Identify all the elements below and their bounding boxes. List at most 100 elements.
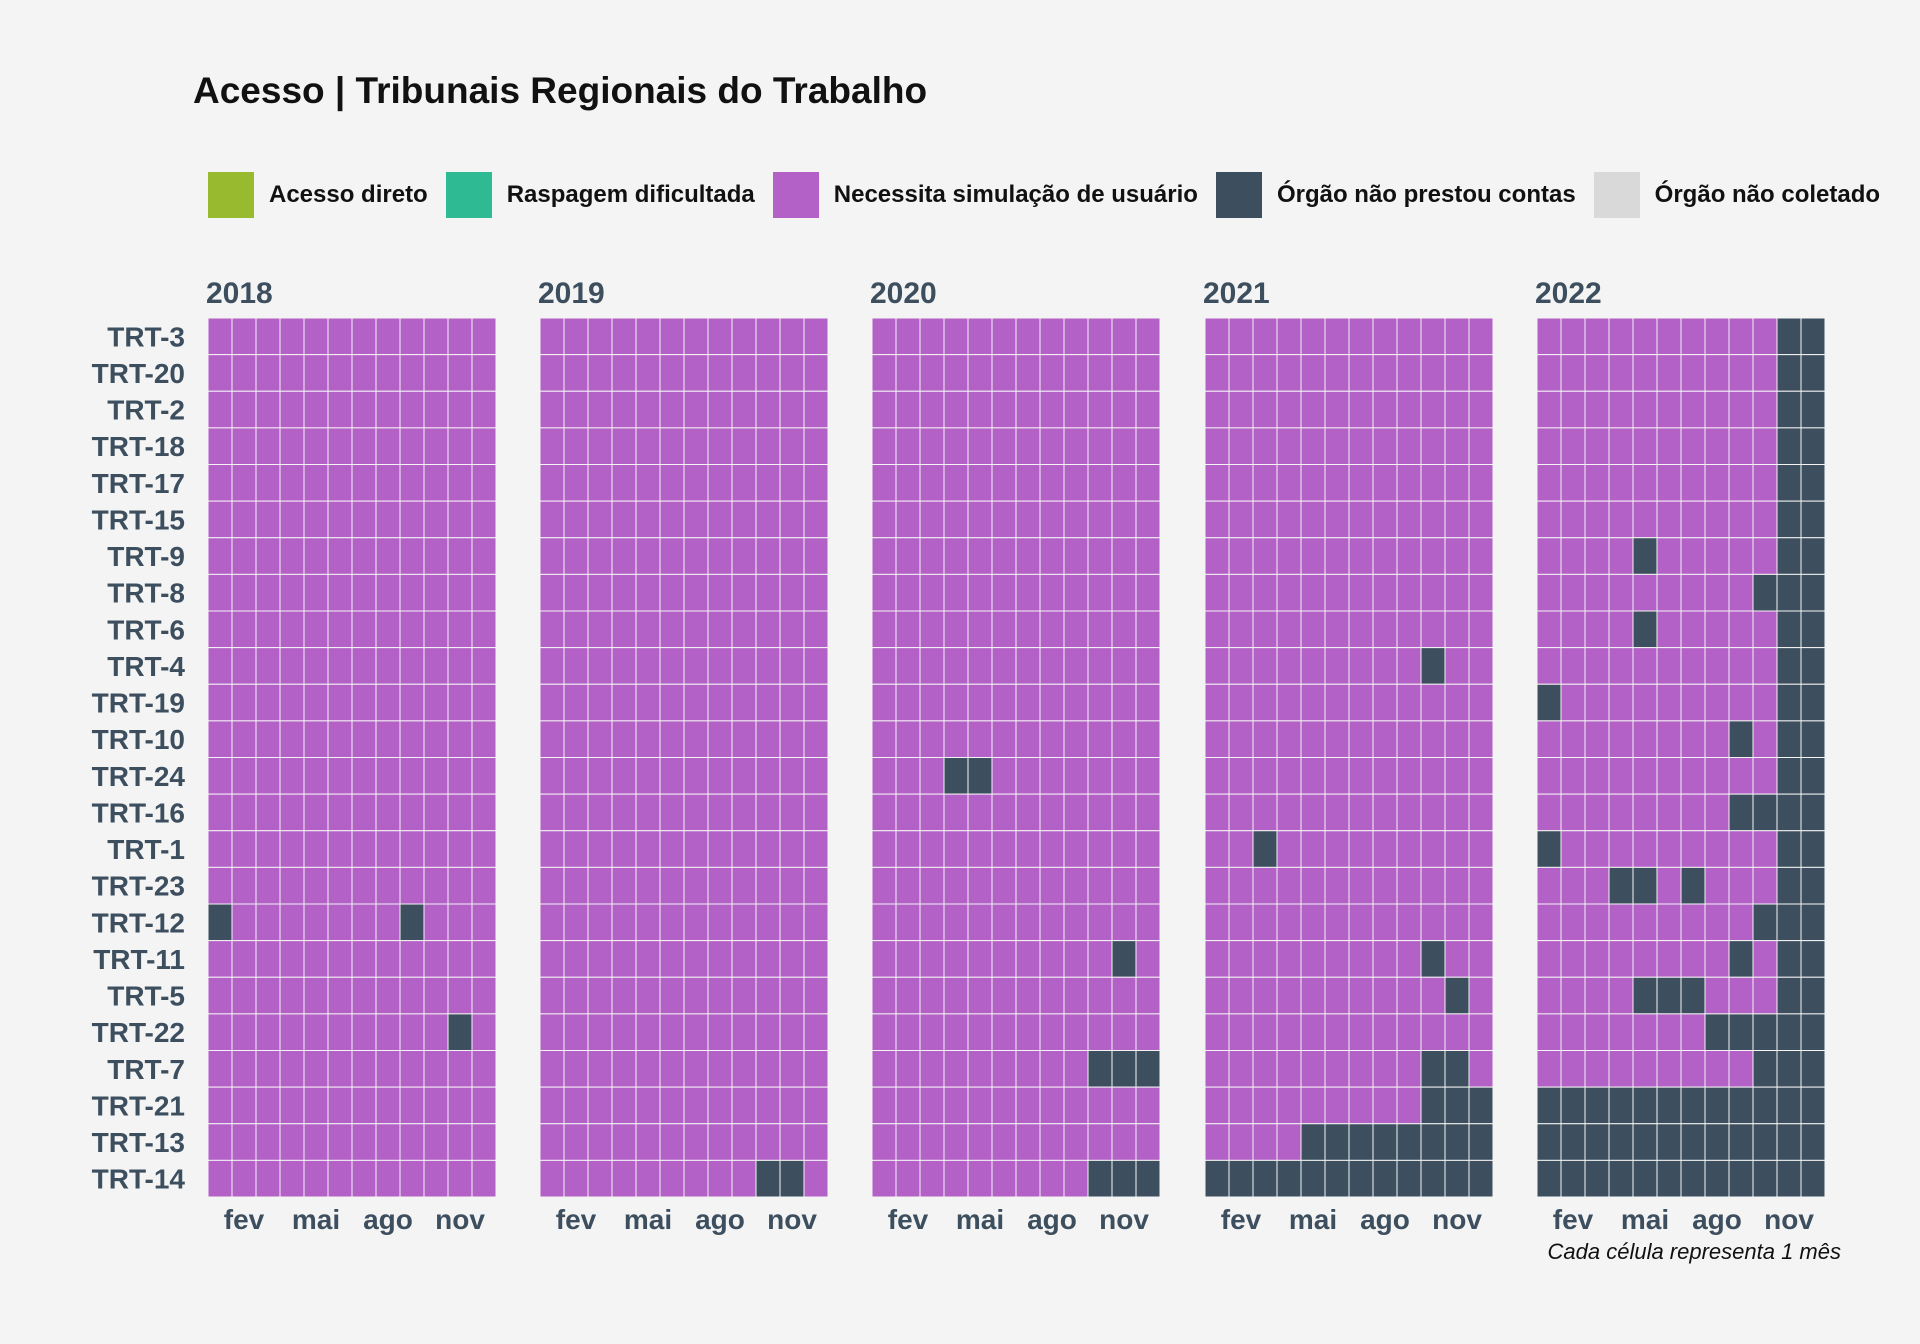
heatmap-cell — [731, 427, 757, 465]
heatmap-cell — [1135, 683, 1161, 722]
heatmap-cell — [1800, 1123, 1826, 1161]
heatmap-cell — [399, 390, 425, 429]
heatmap-cell — [1228, 1013, 1254, 1051]
heatmap-cell — [1204, 683, 1230, 722]
heatmap-cell — [1396, 903, 1422, 942]
heatmap-cell — [611, 720, 637, 758]
heatmap-cell — [707, 1086, 733, 1125]
heatmap-cell — [871, 354, 897, 392]
heatmap-cell — [1063, 940, 1089, 978]
heatmap-cell — [779, 757, 805, 795]
heatmap-cell — [707, 610, 733, 649]
heatmap-cell — [1135, 317, 1161, 356]
heatmap-cell — [683, 1013, 709, 1051]
heatmap-cell — [1063, 1123, 1089, 1161]
heatmap-cell — [279, 1086, 305, 1125]
heatmap-cell — [1135, 1050, 1161, 1088]
legend-label: Acesso direto — [269, 181, 428, 208]
heatmap-cell — [611, 683, 637, 722]
heatmap-cell — [1752, 1086, 1778, 1125]
heatmap-cell — [1608, 1159, 1634, 1198]
heatmap-cell — [1039, 1086, 1065, 1125]
heatmap-cell — [399, 940, 425, 978]
heatmap-cell — [991, 866, 1017, 905]
heatmap-cell — [375, 940, 401, 978]
heatmap-cell — [1560, 1123, 1586, 1161]
heatmap-cell — [1252, 903, 1278, 942]
heatmap-cell — [707, 1013, 733, 1051]
heatmap-cell — [1111, 757, 1137, 795]
heatmap-cell — [1087, 390, 1113, 429]
heatmap-cell — [1608, 1086, 1634, 1125]
heatmap-cell — [1632, 866, 1658, 905]
heatmap-cell — [683, 573, 709, 612]
heatmap-cell — [1420, 976, 1446, 1015]
heatmap-cell — [1420, 647, 1446, 685]
heatmap-cell — [1752, 354, 1778, 392]
heatmap-cell — [303, 390, 329, 429]
heatmap-cell — [635, 317, 661, 356]
heatmap-cell — [1111, 317, 1137, 356]
heatmap-cell — [1704, 1123, 1730, 1161]
heatmap-cell — [1039, 427, 1065, 465]
heatmap-cell — [1015, 390, 1041, 429]
chart-title: Acesso | Tribunais Regionais do Trabalho — [193, 70, 928, 111]
heatmap-cell — [303, 793, 329, 832]
heatmap-cell — [1608, 940, 1634, 978]
heatmap-cell — [871, 903, 897, 942]
heatmap-cell — [351, 390, 377, 429]
heatmap-cell — [1252, 1013, 1278, 1051]
heatmap-cell — [1632, 757, 1658, 795]
heatmap-cell — [1680, 1050, 1706, 1088]
heatmap-cell — [1276, 464, 1302, 502]
heatmap-cell — [683, 427, 709, 465]
heatmap-cell — [1468, 1050, 1494, 1088]
heatmap-cell — [255, 683, 281, 722]
heatmap-cell — [659, 537, 685, 575]
heatmap-cell — [1087, 976, 1113, 1015]
heatmap-cell — [967, 354, 993, 392]
heatmap-cell — [1015, 830, 1041, 868]
heatmap-cell — [1324, 866, 1350, 905]
heatmap-cell — [707, 866, 733, 905]
heatmap-cell — [659, 573, 685, 612]
heatmap-cell — [1656, 354, 1682, 392]
heatmap-cell — [207, 1123, 233, 1161]
heatmap-cell — [207, 500, 233, 539]
heatmap-cell — [1324, 1013, 1350, 1051]
heatmap-cell — [611, 940, 637, 978]
heatmap-cell — [423, 1086, 449, 1125]
heatmap-cell — [539, 683, 565, 722]
heatmap-cell — [1324, 1159, 1350, 1198]
heatmap-cell — [1444, 427, 1470, 465]
heatmap-cell — [779, 903, 805, 942]
month-tick-label: ago — [1027, 1204, 1077, 1235]
heatmap-cell — [1608, 500, 1634, 539]
heatmap-cell — [1015, 866, 1041, 905]
heatmap-cell — [1063, 976, 1089, 1015]
heatmap-cell — [1468, 1159, 1494, 1198]
heatmap-cell — [303, 1050, 329, 1088]
heatmap-cell — [303, 610, 329, 649]
heatmap-cell — [375, 537, 401, 575]
heatmap-cell — [1204, 1123, 1230, 1161]
heatmap-cell — [1608, 976, 1634, 1015]
heatmap-cell — [919, 537, 945, 575]
heatmap-cell — [231, 720, 257, 758]
heatmap-cell — [255, 647, 281, 685]
heatmap-cell — [611, 464, 637, 502]
heatmap-cell — [1300, 1123, 1326, 1161]
heatmap-cell — [539, 464, 565, 502]
heatmap-cell — [1228, 683, 1254, 722]
heatmap-cell — [1039, 317, 1065, 356]
heatmap-cell — [207, 390, 233, 429]
heatmap-cell — [755, 610, 781, 649]
heatmap-cell — [1276, 573, 1302, 612]
heatmap-cell — [1536, 720, 1562, 758]
heatmap-cell — [1608, 610, 1634, 649]
heatmap-cell — [779, 1086, 805, 1125]
heatmap-cell — [803, 866, 829, 905]
heatmap-cell — [303, 427, 329, 465]
heatmap-cell — [1608, 683, 1634, 722]
